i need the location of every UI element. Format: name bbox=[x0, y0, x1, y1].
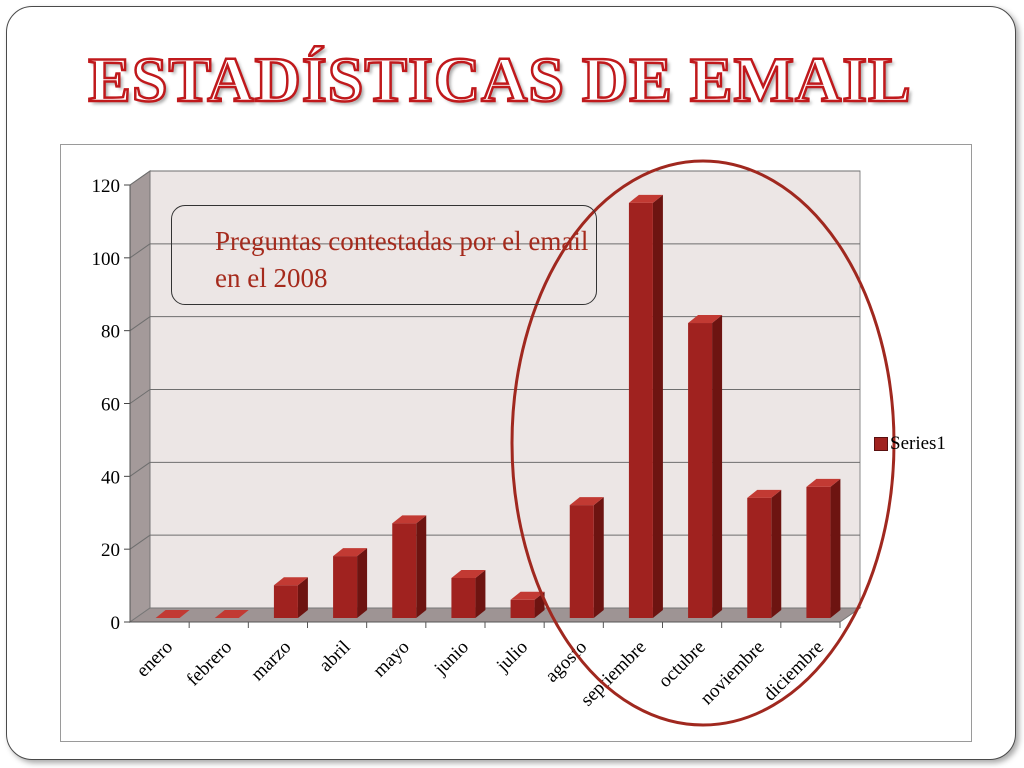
legend-label: Series1 bbox=[890, 433, 946, 454]
bar-septiembre bbox=[628, 194, 663, 618]
x-tick-label: junio bbox=[430, 637, 473, 680]
bar-front bbox=[569, 505, 594, 618]
x-tick-label: febrero bbox=[183, 637, 237, 691]
bar-top bbox=[214, 610, 249, 618]
x-axis-labels: enero febrero marzo abril mayo junio julio agos… bbox=[132, 622, 841, 711]
bar-enero bbox=[155, 610, 190, 618]
bar-top bbox=[451, 569, 486, 578]
y-tick-label: 0 bbox=[111, 613, 121, 634]
y-axis-ticks: 0 20 40 60 80 100 120 bbox=[92, 176, 840, 634]
y-tick-label: 100 bbox=[92, 249, 121, 270]
gridline-side bbox=[129, 243, 151, 259]
bar-top bbox=[510, 591, 545, 600]
x-tick-label: abril bbox=[315, 637, 354, 676]
bar-top bbox=[155, 610, 190, 618]
bar-top bbox=[628, 194, 663, 203]
bar-front bbox=[392, 523, 417, 618]
bar-side bbox=[475, 569, 486, 618]
bar-front bbox=[628, 202, 653, 618]
y-tick-label: 60 bbox=[101, 395, 120, 416]
bar-front bbox=[273, 585, 298, 618]
bar-top bbox=[688, 315, 723, 324]
bar-side bbox=[416, 515, 427, 618]
bar-top bbox=[392, 515, 427, 524]
bar-front bbox=[333, 556, 358, 618]
bar-julio bbox=[510, 591, 545, 618]
bar-top bbox=[569, 497, 604, 506]
bar-top bbox=[333, 548, 368, 557]
bar-noviembre bbox=[747, 489, 782, 618]
x-tick-label: diciembre bbox=[759, 637, 828, 706]
x-tick-label: noviembre bbox=[696, 637, 768, 709]
bar-abril bbox=[333, 548, 368, 618]
bar-front bbox=[451, 577, 476, 618]
bar-top bbox=[747, 489, 782, 498]
bar-diciembre bbox=[806, 478, 841, 618]
y-tick-label: 80 bbox=[101, 322, 120, 343]
x-tick-label: septiembre bbox=[577, 637, 651, 711]
bar-front bbox=[688, 323, 713, 618]
bar-front bbox=[510, 599, 535, 618]
gridline-side bbox=[129, 316, 151, 332]
bar-side bbox=[830, 478, 841, 618]
bar-top bbox=[273, 577, 308, 586]
bar-top bbox=[806, 478, 841, 487]
x-tick-label: julio bbox=[492, 637, 532, 677]
x-tick-label: enero bbox=[132, 637, 177, 682]
gridline-side bbox=[129, 389, 151, 404]
bar-front bbox=[806, 486, 831, 618]
bar-junio bbox=[451, 569, 486, 618]
chart-gridlines bbox=[129, 170, 860, 550]
slide-title: ESTADÍSTICAS DE EMAIL bbox=[87, 43, 912, 117]
highlight-ellipse-group bbox=[510, 159, 896, 727]
bar-side bbox=[357, 548, 368, 618]
gridline-side bbox=[129, 461, 151, 477]
gridline-side bbox=[129, 170, 151, 186]
y-tick-label: 20 bbox=[101, 540, 120, 561]
chart-legend: Series1 bbox=[874, 433, 946, 455]
gridline-side bbox=[129, 534, 151, 550]
bar-front bbox=[747, 497, 772, 618]
x-tick-label: marzo bbox=[247, 637, 295, 685]
x-tick-label: octubre bbox=[654, 637, 709, 692]
callout-box bbox=[171, 205, 597, 305]
y-tick-label: 40 bbox=[101, 467, 120, 488]
callout-text: Preguntas contestadas por el email en el… bbox=[215, 226, 589, 293]
bar-side bbox=[652, 194, 663, 618]
highlight-ellipse bbox=[510, 159, 896, 727]
bar-side bbox=[297, 577, 308, 618]
bar-marzo bbox=[273, 577, 308, 618]
y-tick-label: 120 bbox=[92, 176, 121, 197]
bar-octubre bbox=[688, 315, 723, 618]
bar-agosto bbox=[569, 497, 604, 618]
bar-febrero bbox=[214, 610, 249, 618]
bar-side bbox=[712, 315, 723, 618]
bar-side bbox=[771, 489, 782, 618]
legend-swatch bbox=[874, 437, 888, 451]
chart-bars bbox=[155, 194, 841, 618]
bar-side bbox=[593, 497, 604, 618]
bar-mayo bbox=[392, 515, 427, 618]
x-tick-label: mayo bbox=[369, 637, 414, 682]
